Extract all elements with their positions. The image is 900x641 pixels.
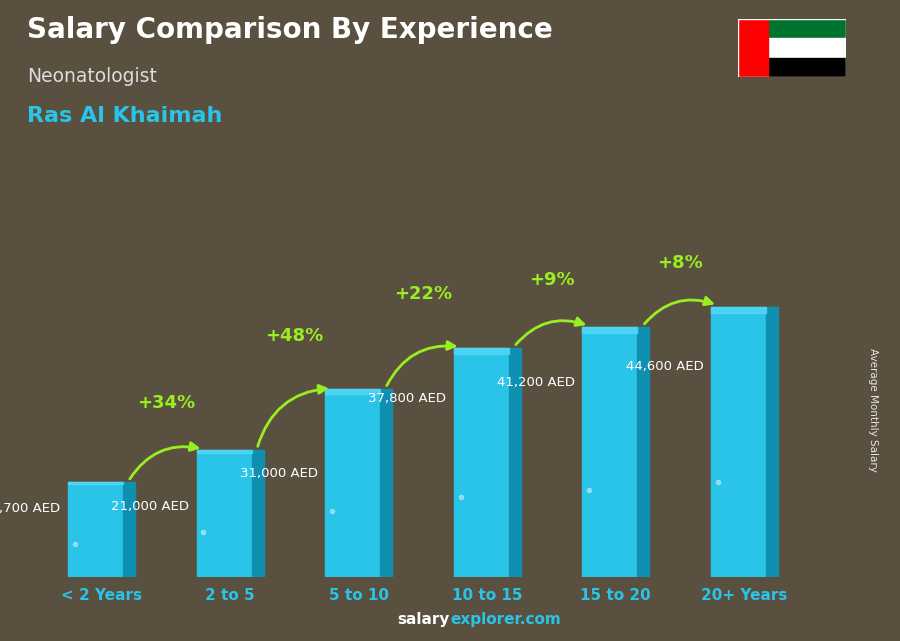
Bar — [711, 306, 766, 577]
Bar — [454, 348, 508, 354]
Text: Neonatologist: Neonatologist — [27, 67, 157, 87]
Text: Salary Comparison By Experience: Salary Comparison By Experience — [27, 16, 553, 44]
Text: +9%: +9% — [529, 271, 574, 289]
Bar — [711, 306, 766, 313]
Text: 21,000 AED: 21,000 AED — [111, 501, 189, 513]
Bar — [325, 389, 380, 577]
Bar — [454, 348, 508, 577]
Bar — [508, 348, 521, 577]
Bar — [123, 482, 135, 577]
Text: explorer.com: explorer.com — [450, 612, 561, 627]
Bar — [68, 482, 123, 484]
Text: 44,600 AED: 44,600 AED — [626, 360, 703, 372]
Bar — [738, 19, 846, 38]
Text: +48%: +48% — [266, 327, 324, 345]
Text: +22%: +22% — [394, 285, 452, 303]
Bar — [380, 389, 392, 577]
Text: salary: salary — [398, 612, 450, 627]
Text: +8%: +8% — [657, 254, 703, 272]
Bar — [582, 327, 637, 577]
Text: 41,200 AED: 41,200 AED — [497, 376, 575, 388]
Bar — [325, 389, 380, 394]
Text: 31,000 AED: 31,000 AED — [239, 467, 318, 480]
Bar — [738, 19, 769, 77]
Text: Average Monthly Salary: Average Monthly Salary — [868, 348, 878, 472]
Bar — [197, 449, 251, 453]
Text: 15,700 AED: 15,700 AED — [0, 502, 60, 515]
Bar — [68, 482, 123, 577]
Bar — [766, 306, 778, 577]
Bar — [582, 327, 637, 333]
Text: 37,800 AED: 37,800 AED — [368, 392, 446, 404]
Bar — [738, 58, 846, 77]
Text: +34%: +34% — [137, 394, 195, 412]
Text: Ras Al Khaimah: Ras Al Khaimah — [27, 106, 222, 126]
Bar — [637, 327, 649, 577]
Bar — [251, 449, 264, 577]
Bar — [738, 38, 846, 58]
Bar — [197, 449, 251, 577]
